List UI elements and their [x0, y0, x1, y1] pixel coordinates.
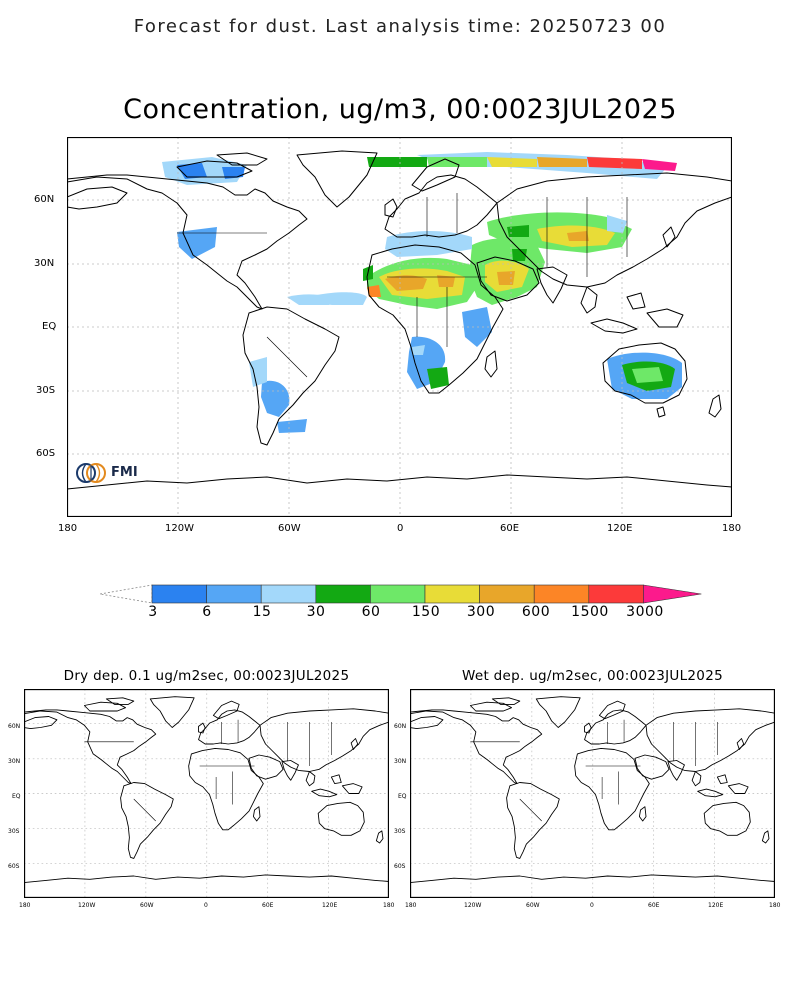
wet-lon-label: 60E	[648, 902, 660, 909]
wet-deposition-map-svg	[409, 688, 776, 899]
colorbar-label: 15	[252, 604, 272, 620]
dry-lat-label: 60S	[8, 863, 20, 870]
main-lat-label: 60N	[34, 194, 55, 205]
colorbar-label: 3000	[626, 604, 664, 620]
dry-deposition-map	[23, 688, 390, 899]
colorbar-label: 3	[148, 604, 158, 620]
fmi-logo-text: FMI	[111, 465, 138, 480]
wet-lat-label: 60N	[394, 723, 407, 730]
colorbar-label: 150	[411, 604, 441, 620]
colorbar-swatch	[424, 584, 480, 604]
colorbar-swatch	[643, 584, 702, 604]
main-lon-label: 0	[397, 523, 404, 534]
colorbar-swatch	[479, 584, 535, 604]
colorbar-label: 300	[466, 604, 496, 620]
dust-concentration-layer	[162, 152, 682, 433]
main-lat-label: 60S	[36, 448, 56, 459]
dry-lon-label: 60W	[140, 902, 154, 909]
forecast-header-title: Forecast for dust. Last analysis time: 2…	[133, 16, 667, 37]
wet-lat-label: EQ	[398, 793, 407, 800]
colorbar-swatch	[370, 584, 426, 604]
colorbar-label: 6	[202, 604, 212, 620]
dry-lon-label: 120E	[322, 902, 338, 909]
colorbar-low-arrow	[99, 584, 153, 604]
colorbar-swatch	[533, 584, 590, 604]
dry-deposition-map-svg	[23, 688, 390, 899]
colorbar-svg	[99, 584, 702, 604]
colorbar-label: 600	[521, 604, 551, 620]
wet-lat-label: 30N	[394, 758, 407, 765]
main-lon-label: 60W	[278, 523, 301, 534]
colorbar-swatch	[206, 584, 262, 604]
main-lat-label: EQ	[42, 321, 57, 332]
colorbar-swatch	[315, 584, 371, 604]
country-borders	[177, 193, 628, 378]
colorbar	[99, 584, 704, 604]
concentration-map-title: Concentration, ug/m3, 00:0023JUL2025	[123, 94, 677, 125]
colorbar-swatch	[151, 584, 207, 604]
wet-lon-label: 120E	[708, 902, 724, 909]
colorbar-label: 1500	[571, 604, 609, 620]
coastlines	[67, 150, 732, 490]
main-lat-label: 30N	[34, 258, 55, 269]
main-lon-label: 120W	[165, 523, 194, 534]
concentration-map-svg	[66, 136, 733, 518]
wet-lon-label: 120W	[464, 902, 482, 909]
dry-lon-label: 120W	[78, 902, 96, 909]
colorbar-label: 30	[306, 604, 326, 620]
fmi-logo-icon	[75, 457, 107, 489]
wet-dep-map-title: Wet dep. ug/m2sec, 00:0023JUL2025	[462, 668, 723, 684]
wet-deposition-map	[409, 688, 776, 899]
concentration-map: FMI	[66, 136, 733, 518]
main-lon-label: 60E	[500, 523, 520, 534]
dry-lon-label: 180	[19, 902, 31, 909]
main-lon-label: 180	[722, 523, 742, 534]
main-lon-label: 120E	[607, 523, 633, 534]
map-frame	[66, 136, 733, 518]
dry-lat-label: 30S	[8, 828, 20, 835]
wet-lon-label: 60W	[526, 902, 540, 909]
dry-lon-label: 180	[383, 902, 395, 909]
dry-dep-map-title: Dry dep. 0.1 ug/m2sec, 00:0023JUL2025	[63, 668, 350, 684]
dry-lat-label: EQ	[12, 793, 21, 800]
dry-lat-label: 60N	[8, 723, 21, 730]
colorbar-swatch	[588, 584, 644, 604]
wet-lat-label: 60S	[394, 863, 406, 870]
colorbar-swatch	[260, 584, 317, 604]
wet-lat-label: 30S	[394, 828, 406, 835]
dry-lon-label: 60E	[262, 902, 274, 909]
wet-lon-label: 180	[769, 902, 781, 909]
main-lon-label: 180	[58, 523, 78, 534]
wet-lon-label: 0	[590, 902, 594, 909]
main-lat-label: 30S	[36, 385, 56, 396]
colorbar-label: 60	[361, 604, 381, 620]
graticule	[67, 137, 732, 517]
dry-lat-label: 30N	[8, 758, 21, 765]
dry-lon-label: 0	[204, 902, 208, 909]
wet-lon-label: 180	[405, 902, 417, 909]
